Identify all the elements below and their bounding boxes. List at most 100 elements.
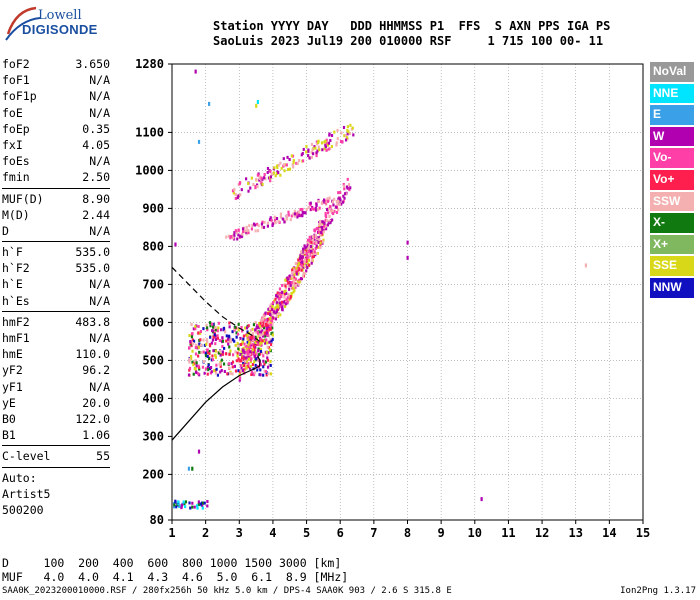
echo-point (266, 333, 269, 337)
legend-item-w: W (650, 126, 694, 147)
echo-point (237, 328, 240, 332)
echo-point (214, 349, 218, 353)
echo-point (260, 222, 264, 226)
echo-point (318, 219, 322, 223)
echo-point (247, 346, 250, 350)
echo-point (263, 176, 266, 180)
echo-point (175, 505, 178, 509)
echo-point (209, 324, 212, 328)
echo-point (292, 290, 295, 294)
echo-point (289, 294, 292, 298)
digisonde-logo: Lowell DIGISONDE (2, 4, 112, 44)
echo-point (230, 362, 233, 366)
echo-point (277, 305, 280, 309)
echo-point (269, 179, 272, 183)
echo-point (214, 326, 217, 330)
echo-point (307, 252, 310, 256)
parameter-panel: foF2 3.650 foF1 N/A foF1p N/A foE N/A foEp 0.35 fx… (2, 56, 110, 518)
echo-point (349, 186, 352, 190)
param-value: 55 (96, 449, 110, 464)
echo-point (255, 177, 258, 181)
echo-point (192, 327, 195, 331)
echo-point (313, 238, 316, 242)
echo-point (254, 321, 257, 325)
echo-point (265, 373, 268, 377)
echo-point (192, 372, 195, 376)
echo-point (206, 340, 209, 344)
echo-point (288, 274, 291, 278)
echo-point (227, 337, 230, 341)
param-value: 1.06 (82, 428, 110, 443)
echo-point (271, 306, 274, 310)
echo-point (289, 296, 292, 300)
echo-point (272, 171, 276, 175)
echo-point (331, 209, 335, 213)
echo-point (286, 300, 289, 304)
echo-point (336, 202, 339, 206)
echo-point (248, 340, 251, 344)
echo-point (291, 163, 294, 167)
echo-point (234, 197, 237, 201)
echo-point (245, 344, 249, 348)
echo-point (348, 188, 351, 192)
echo-point (259, 349, 263, 353)
echo-point (323, 147, 326, 151)
echo-point (231, 365, 234, 369)
echo-point (191, 505, 194, 509)
echo-point (264, 311, 267, 315)
echo-point (248, 224, 251, 228)
echo-point (343, 184, 346, 188)
echo-point (257, 347, 260, 351)
echo-point (303, 271, 307, 275)
echo-point (197, 324, 200, 328)
echo-point (287, 293, 290, 297)
echo-point (243, 342, 246, 346)
echo-point (269, 216, 272, 220)
echo-point (197, 449, 201, 454)
param-label: foEp (2, 121, 30, 136)
echo-point (268, 340, 271, 344)
echo-point (267, 351, 270, 355)
echo-point (219, 353, 222, 357)
echo-point (237, 347, 240, 351)
param-label: h`F (2, 245, 23, 260)
echo-point (202, 327, 205, 331)
echo-point (211, 322, 214, 326)
echo-point (228, 345, 231, 349)
echo-point (335, 199, 338, 203)
x-tick-label: 11 (501, 526, 515, 540)
echo-point (318, 148, 321, 152)
param-label: h`Es (2, 293, 30, 308)
echo-point (307, 258, 310, 262)
echo-point (288, 287, 291, 291)
param-row-b1: B1 1.06 (2, 427, 110, 443)
echo-point (313, 250, 316, 254)
echo-point (195, 504, 199, 508)
echo-point (233, 327, 236, 331)
echo-point (206, 348, 209, 352)
echo-point (244, 326, 247, 330)
echo-point (310, 246, 313, 250)
echo-point (270, 332, 273, 336)
echo-point (251, 348, 254, 352)
echo-point (327, 147, 330, 151)
echo-point (244, 345, 247, 349)
echo-point (338, 197, 341, 201)
echo-point (211, 338, 215, 342)
echo-point (197, 364, 200, 368)
param-label: foF1 (2, 73, 30, 88)
param-label: hmF2 (2, 314, 30, 329)
echo-point (262, 326, 266, 330)
muf-frequency-row: MUF 4.0 4.0 4.1 4.3 4.6 5.0 6.1 8.9 [MHz… (2, 570, 349, 584)
echo-point (197, 345, 200, 349)
header-line-2: SaoLuis 2023 Jul19 200 010000 RSF 1 715 … (213, 34, 604, 48)
param-value: 2.50 (82, 170, 110, 185)
echo-point (202, 360, 206, 364)
echo-point (317, 200, 320, 204)
echo-point (228, 352, 231, 356)
echo-point (194, 367, 197, 371)
echo-point (237, 322, 240, 326)
param-value: 483.8 (75, 314, 110, 329)
echo-point (241, 369, 245, 373)
